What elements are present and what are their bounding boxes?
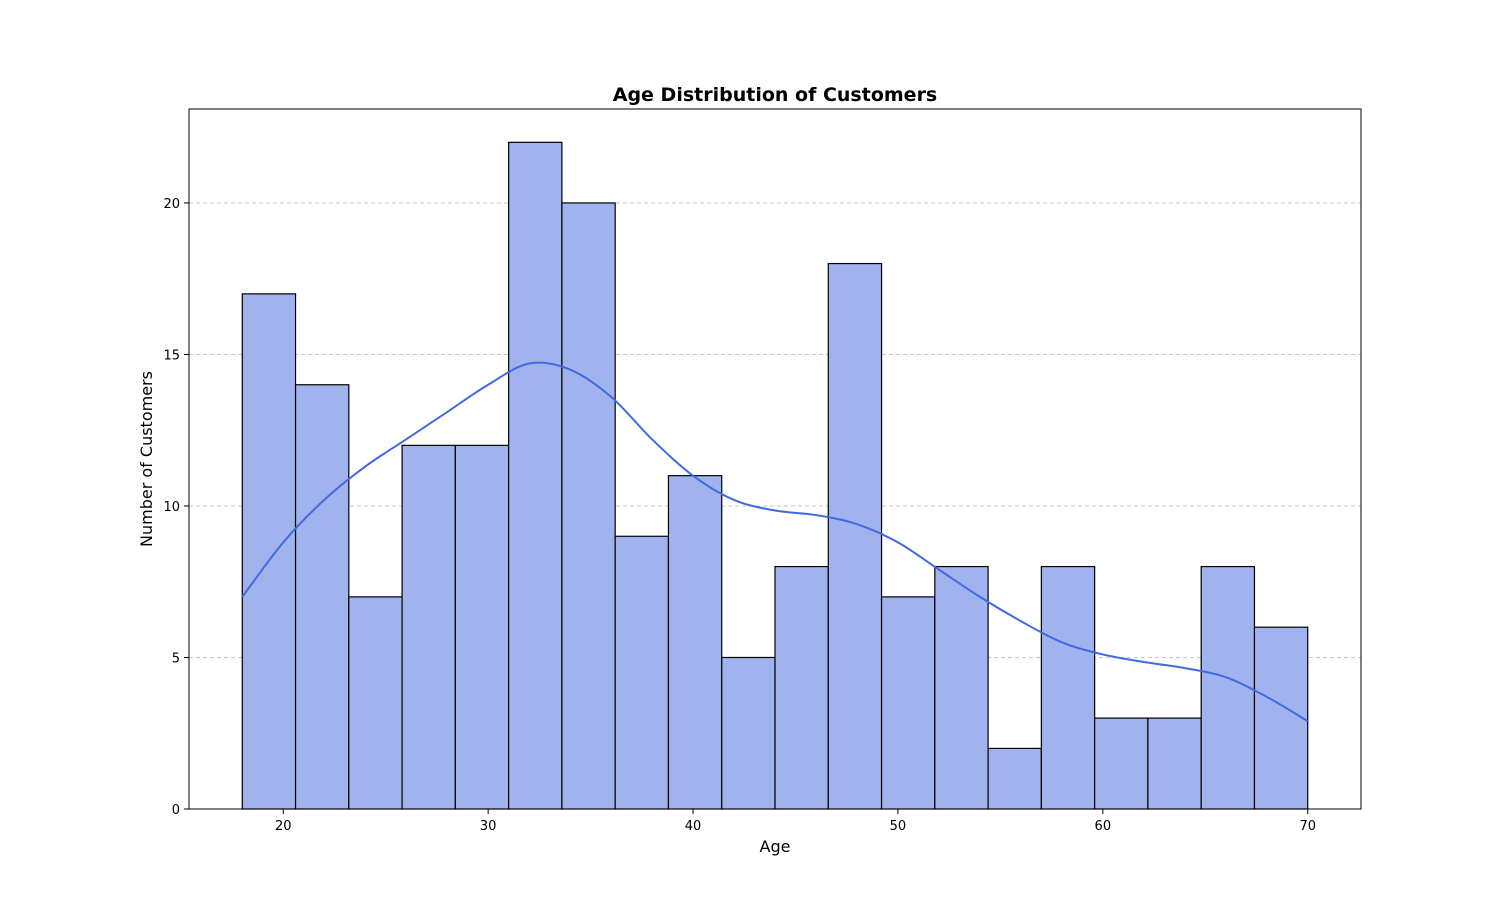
histogram-bar [454,444,510,810]
y-tick-label: 15 [163,348,180,363]
histogram-bar [1040,565,1096,810]
histogram-bar [827,262,883,810]
histogram-bars [241,141,1309,810]
x-tick-label: 20 [275,819,292,834]
histogram-bar [401,444,456,810]
histogram-bar [561,202,616,810]
x-axis-label: Age [760,837,791,856]
histogram-bar [667,475,723,810]
histogram-bar [721,656,776,810]
histogram-bar [241,293,297,810]
histogram-bar [934,565,989,810]
histogram-bar [1200,565,1256,810]
histogram-bar [880,596,936,810]
x-axis-ticks: 20 30 40 50 60 70 [275,809,1316,834]
histogram-bar [1147,717,1202,810]
histogram-bar [294,384,350,810]
y-axis-ticks: 0 5 10 15 20 [163,197,189,818]
x-tick-label: 30 [480,819,497,834]
grid-lines [189,202,1361,658]
histogram-bar [1253,626,1309,810]
kde-curve [241,361,1309,722]
x-tick-label: 70 [1299,819,1316,834]
histogram-bar [508,141,563,810]
x-tick-label: 60 [1095,819,1112,834]
x-tick-label: 50 [890,819,907,834]
y-tick-label: 20 [163,197,180,212]
y-tick-label: 10 [163,500,180,515]
y-tick-label: 0 [172,803,180,818]
histogram-bar [774,565,829,810]
histogram-bar [1094,717,1149,810]
y-axis-label: Number of Customers [137,371,156,547]
histogram-bar [614,535,670,810]
x-tick-label: 40 [685,819,702,834]
chart-title: Age Distribution of Customers [613,84,938,106]
plot-area-frame [188,108,1362,810]
y-tick-label: 5 [172,651,180,666]
histogram-bar [987,747,1042,810]
histogram-bar [348,596,403,810]
